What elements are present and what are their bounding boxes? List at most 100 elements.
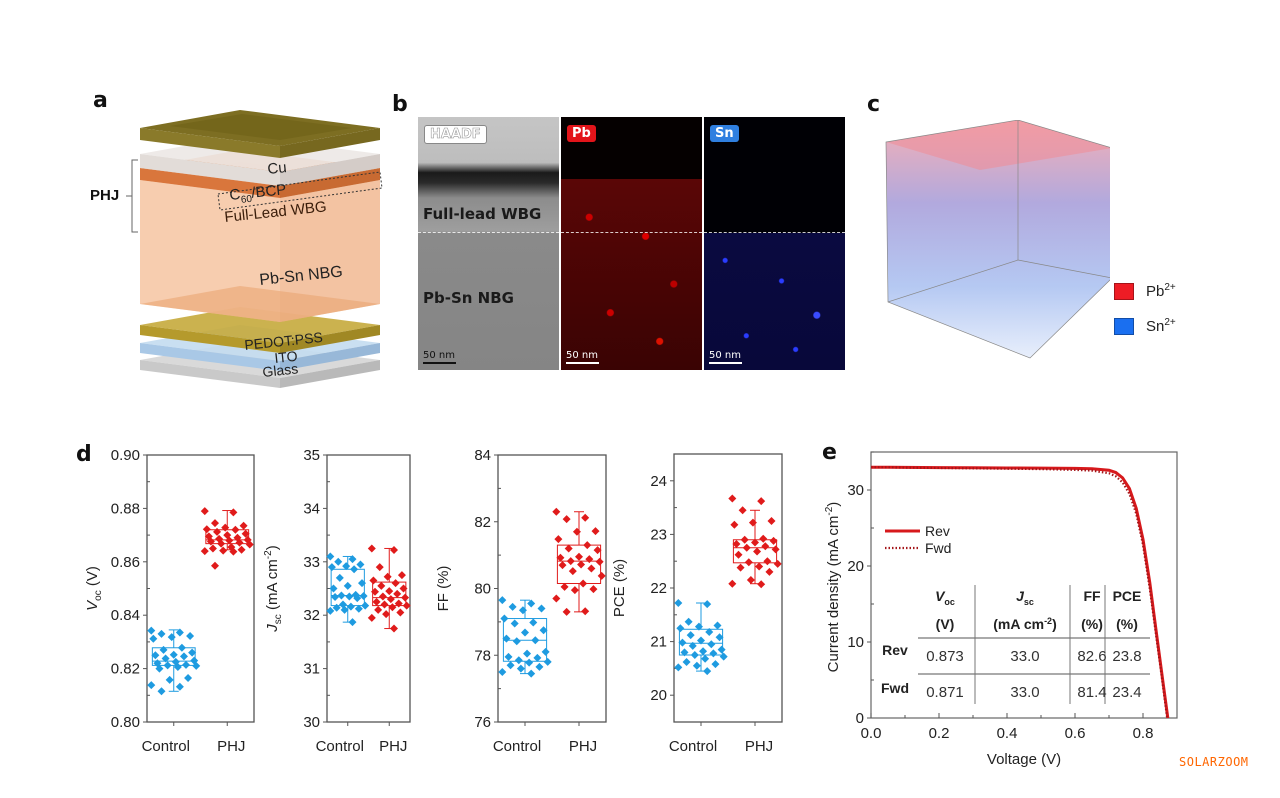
data-point [235,538,244,547]
data-point [539,626,548,635]
data-point [206,537,215,546]
data-point [334,557,343,566]
y-tick-label: 20 [650,687,667,704]
table-header: PCE [1113,588,1142,604]
y-tick-label: 34 [303,500,320,517]
data-point [210,561,219,570]
data-point [589,585,598,594]
table-cell: 33.0 [1010,684,1039,701]
x-tick-label: 0.0 [861,725,882,742]
data-point [401,593,410,602]
data-point [200,507,209,516]
data-point [356,560,365,569]
data-point [157,629,166,638]
data-point [562,515,571,524]
data-point [348,618,357,627]
table-cell: 33.0 [1010,648,1039,665]
data-point [390,546,399,555]
data-point [231,525,240,534]
data-point [763,557,772,566]
data-point [514,656,523,665]
x-tick-label: Control [316,738,364,755]
data-point [229,508,238,517]
data-point [570,586,579,595]
data-point [562,607,571,616]
data-point [744,558,753,567]
y-tick-label: 0.80 [111,714,140,731]
data-point [728,494,737,503]
x-tick-label: PHJ [745,738,773,755]
data-point [688,641,697,650]
data-point [155,664,164,673]
data-point [372,597,381,606]
x-tick-label: 0.8 [1133,725,1154,742]
data-point [385,587,394,596]
data-point [694,622,703,631]
data-point [518,606,527,615]
data-point [568,567,577,576]
data-point [504,652,513,661]
x-tick-label: 0.6 [1065,725,1086,742]
y-axis-label: Current density (mA cm-2) [824,502,842,673]
data-point [378,592,387,601]
data-point [335,573,344,582]
data-point [229,547,238,556]
data-point [692,661,701,670]
data-point [585,555,594,564]
data-point [759,534,768,543]
data-point [521,628,529,637]
data-point [709,649,718,658]
data-point [753,547,762,556]
table-cell: 81.4 [1077,684,1106,701]
data-point [219,546,228,555]
data-point [510,619,519,628]
data-point [711,660,720,669]
data-point [697,636,705,645]
data-point [593,546,602,555]
data-point [678,638,687,647]
data-point [707,640,716,649]
jv-curve-fwd [870,466,1169,719]
sn-tag: Sn [710,125,739,142]
data-point [329,584,338,593]
data-point [382,610,391,619]
table-cell: 82.6 [1077,648,1106,665]
interface-dashed-line [561,232,702,233]
sn-map-image: Sn 50 nm [704,117,845,370]
table-cell: 23.8 [1112,648,1141,665]
data-point [755,562,764,571]
data-point [736,563,745,572]
y-tick-label: 82 [474,514,491,531]
data-point [361,601,370,610]
box-iqr [151,647,196,666]
data-point [771,545,780,554]
data-point [583,541,592,550]
data-point [773,559,782,568]
y-axis-label: FF (%) [435,566,452,612]
panel-label-b: b [392,92,408,117]
data-point [512,637,521,646]
data-point [533,653,542,662]
table-cell: 23.4 [1112,684,1141,701]
x-tick-label: Control [493,738,541,755]
y-tick-label: 0.90 [111,447,140,464]
panel-label-d: d [76,442,92,467]
legend-sn: Sn2+ [1114,317,1176,335]
data-point [188,648,197,657]
data-point [208,544,217,553]
label-c60-bcp: C60/BCP [229,181,288,207]
y-axis-label: Jsc (mA cm-2) [263,545,284,632]
data-point [394,599,403,608]
data-point [581,607,590,616]
data-point [699,647,708,656]
data-point [732,540,741,549]
data-point [192,661,201,670]
data-point [572,527,581,536]
box-chart-voc: 0.80 0.82 0.84 0.86 0.88 0.90 Control PHJ Voc (V… [84,447,255,755]
data-point [552,507,561,516]
data-point [525,658,534,667]
cube-edges [885,120,1110,359]
data-point [237,545,246,554]
y-axis-label: Voc (V) [84,566,104,611]
